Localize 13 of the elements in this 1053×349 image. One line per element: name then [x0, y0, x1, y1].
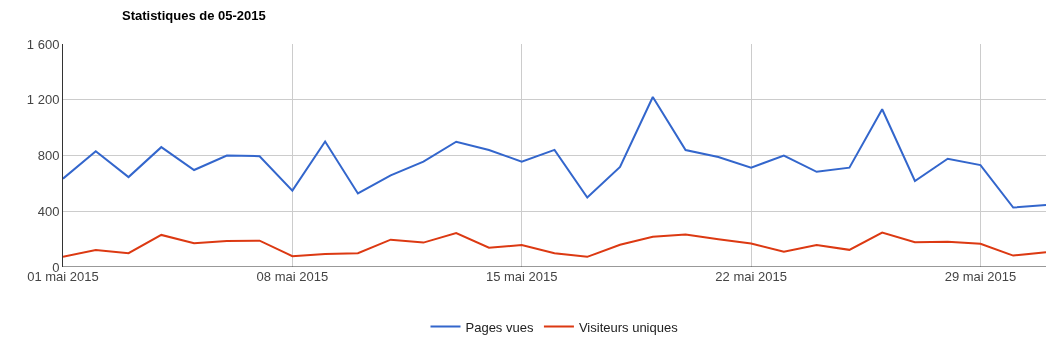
chart-title: Statistiques de 05-2015 — [121, 7, 266, 23]
line-series — [63, 95, 1046, 209]
x-tick-label: 15 mai 2015 — [485, 269, 558, 284]
y-tick-label: 400 — [37, 203, 60, 219]
y-tick-label: 800 — [37, 148, 60, 164]
x-tick-label: 22 mai 2015 — [715, 269, 787, 284]
x-tick-label: 29 mai 2015 — [944, 269, 1017, 284]
legend-label: Pages vues — [465, 319, 534, 335]
line-series — [63, 231, 1046, 258]
y-tick-label: 1 200 — [26, 92, 60, 108]
legend-label: Visiteurs uniques — [578, 319, 679, 335]
y-tick-label: 1 600 — [26, 36, 60, 52]
x-tick-label: 08 mai 2015 — [256, 269, 329, 284]
